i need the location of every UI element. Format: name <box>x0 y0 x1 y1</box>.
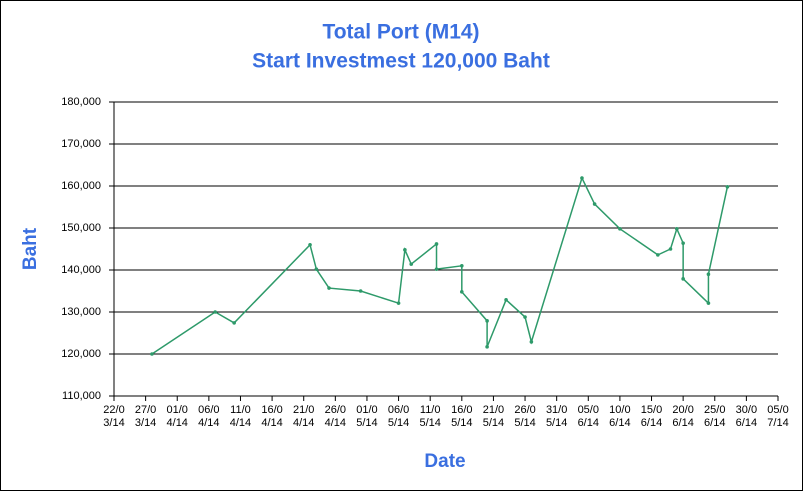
data-point <box>529 340 534 344</box>
data-point <box>656 253 660 257</box>
y-tick-label: 170,000 <box>61 138 101 150</box>
data-point <box>681 277 685 281</box>
x-tick-label: 01/04/14 <box>166 404 188 429</box>
data-point <box>580 176 584 180</box>
x-tick-label: 30/06/14 <box>735 404 758 429</box>
x-tick-label: 27/03/14 <box>134 404 157 429</box>
data-point <box>725 185 730 189</box>
data-point <box>150 352 154 356</box>
data-point <box>706 272 711 277</box>
x-tick-label: 21/05/14 <box>482 404 505 429</box>
x-tick-label: 26/04/14 <box>324 404 347 429</box>
y-axis-label: Baht <box>20 227 41 270</box>
data-point <box>434 267 439 271</box>
data-point <box>681 241 685 245</box>
y-tick-label: 140,000 <box>61 264 101 276</box>
x-tick-label: 20/06/14 <box>672 404 694 429</box>
data-point <box>358 289 363 293</box>
x-tick-label: 31/05/14 <box>545 404 568 429</box>
x-tick-label: 05/07/14 <box>767 404 789 429</box>
y-tick-label: 110,000 <box>62 390 101 402</box>
x-tick-label: 10/06/14 <box>609 404 631 429</box>
data-point <box>675 227 679 231</box>
x-tick-label: 06/05/14 <box>387 404 410 429</box>
data-point <box>327 286 331 290</box>
data-point <box>314 267 319 271</box>
data-point <box>618 227 622 231</box>
x-axis-label: Date <box>424 451 465 472</box>
x-tick-label: 05/06/14 <box>577 404 599 429</box>
chart-title: Total Port (M14) <box>322 21 479 44</box>
data-point <box>523 315 527 319</box>
data-point <box>485 319 489 323</box>
y-tick-label: 120,000 <box>61 348 101 360</box>
y-tick-label: 150,000 <box>61 222 101 234</box>
x-tick-label: 22/03/14 <box>103 404 125 429</box>
data-point <box>232 321 236 325</box>
data-line <box>151 175 729 355</box>
data-point <box>592 202 597 206</box>
data-point <box>403 248 407 252</box>
x-tick-label: 06/04/14 <box>198 404 220 429</box>
y-tick-label: 180,000 <box>61 96 101 108</box>
x-tick-label: 25/06/14 <box>704 404 726 429</box>
x-tick-label: 16/05/14 <box>451 404 473 429</box>
x-tick-label: 01/05/14 <box>356 404 378 429</box>
data-point <box>460 290 464 294</box>
data-point <box>396 301 401 305</box>
chart-subtitle: Start Investmest 120,000 Baht <box>252 50 550 73</box>
data-point <box>668 247 673 251</box>
data-point <box>308 243 312 247</box>
x-tick-label: 11/05/14 <box>419 404 441 429</box>
data-point <box>409 262 414 266</box>
x-tick-label: 16/04/14 <box>261 404 283 429</box>
y-tick-label: 130,000 <box>61 306 101 318</box>
x-tick-label: 21/04/14 <box>292 404 315 429</box>
data-point <box>504 298 508 302</box>
x-tick-label: 26/05/14 <box>514 404 536 429</box>
x-tick-label: 11/04/14 <box>229 404 252 429</box>
data-point <box>213 310 217 314</box>
data-point <box>485 345 489 349</box>
y-tick-label: 160,000 <box>61 180 101 192</box>
data-point <box>706 301 711 305</box>
data-point <box>434 242 439 246</box>
data-point <box>460 264 464 268</box>
x-tick-label: 15/06/14 <box>640 404 663 429</box>
